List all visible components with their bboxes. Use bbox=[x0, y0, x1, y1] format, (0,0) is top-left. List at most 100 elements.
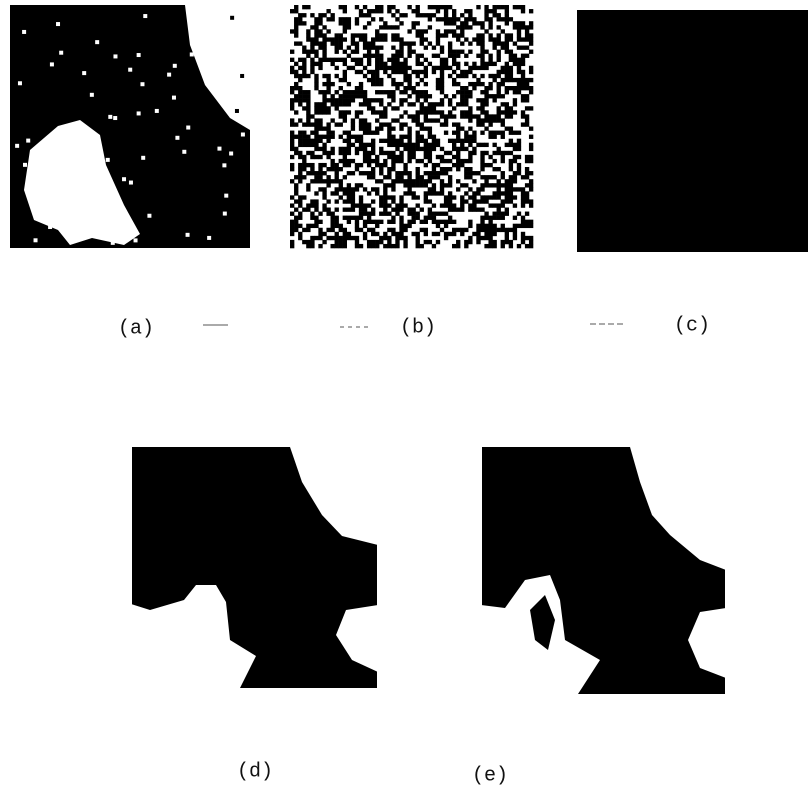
pixel bbox=[334, 191, 339, 196]
pixel bbox=[318, 211, 323, 216]
pixel bbox=[516, 21, 522, 26]
pixel bbox=[358, 94, 364, 99]
pixel bbox=[346, 81, 352, 87]
pixel bbox=[516, 167, 522, 172]
pixel bbox=[399, 138, 404, 143]
pixel bbox=[407, 207, 412, 212]
pixel bbox=[310, 114, 315, 119]
pixel bbox=[330, 150, 335, 156]
pixel bbox=[294, 29, 299, 34]
pixel bbox=[435, 33, 441, 38]
pixel bbox=[399, 150, 404, 156]
pixel bbox=[492, 167, 497, 172]
pixel bbox=[439, 49, 445, 54]
pixel bbox=[516, 146, 522, 152]
pixel bbox=[460, 114, 465, 119]
pixel bbox=[504, 102, 509, 107]
pixel bbox=[496, 37, 501, 42]
pixel bbox=[411, 207, 416, 212]
pixel bbox=[496, 81, 501, 87]
pixel bbox=[492, 243, 497, 249]
pixel bbox=[520, 57, 526, 62]
pixel bbox=[500, 199, 505, 204]
pixel bbox=[415, 5, 420, 10]
pixel bbox=[460, 138, 465, 143]
pixel bbox=[516, 65, 522, 71]
pixel bbox=[399, 41, 404, 46]
pixel bbox=[346, 138, 352, 143]
pixel bbox=[452, 69, 457, 75]
pixel bbox=[399, 154, 404, 160]
pixel bbox=[391, 118, 396, 123]
pixel bbox=[500, 203, 505, 208]
pixel bbox=[302, 239, 307, 245]
pixel bbox=[342, 102, 347, 107]
pixel bbox=[480, 167, 485, 172]
pixel bbox=[464, 110, 469, 115]
pixel bbox=[480, 53, 485, 58]
pixel bbox=[512, 98, 518, 103]
pixel bbox=[310, 41, 315, 46]
pixel bbox=[528, 49, 534, 54]
pixel bbox=[306, 73, 311, 79]
pixel bbox=[383, 90, 388, 95]
pixel bbox=[290, 162, 295, 168]
pixel bbox=[411, 86, 416, 91]
pixel bbox=[375, 69, 380, 75]
pixel bbox=[504, 13, 509, 18]
pixel bbox=[379, 150, 384, 156]
pixel bbox=[294, 150, 299, 156]
pixel bbox=[391, 53, 396, 58]
pixel bbox=[362, 187, 368, 192]
pixel bbox=[419, 122, 424, 127]
pixel bbox=[330, 94, 335, 99]
pixel bbox=[431, 215, 437, 220]
pixel bbox=[460, 183, 465, 188]
pixel bbox=[290, 29, 295, 34]
pixel bbox=[294, 223, 299, 229]
pixel bbox=[314, 207, 319, 212]
pixel bbox=[415, 171, 420, 176]
pixel bbox=[520, 239, 526, 245]
pixel bbox=[427, 187, 433, 192]
pixel bbox=[391, 187, 396, 192]
pixel bbox=[524, 175, 530, 180]
pixel bbox=[371, 106, 376, 111]
pixel bbox=[500, 183, 505, 188]
pixel bbox=[407, 154, 412, 160]
pixel bbox=[468, 154, 473, 160]
pixel bbox=[375, 162, 380, 168]
pixel bbox=[407, 138, 412, 143]
pixel bbox=[528, 90, 534, 95]
pixel bbox=[399, 90, 404, 95]
pixel bbox=[371, 110, 376, 115]
pixel bbox=[371, 146, 376, 152]
pixel bbox=[379, 203, 384, 208]
pixel bbox=[484, 49, 489, 54]
pixel bbox=[334, 223, 339, 229]
pixel bbox=[395, 61, 400, 67]
pixel bbox=[298, 86, 303, 91]
pixel bbox=[350, 195, 356, 200]
pixel bbox=[322, 142, 327, 148]
pixel bbox=[379, 126, 384, 131]
pixel bbox=[415, 243, 420, 249]
pixel bbox=[403, 146, 408, 152]
pixel bbox=[415, 211, 420, 216]
pixel bbox=[524, 25, 530, 30]
pixel bbox=[366, 53, 372, 58]
pixel bbox=[500, 102, 505, 107]
pixel bbox=[456, 243, 461, 249]
pixel bbox=[464, 171, 469, 176]
pixel bbox=[524, 29, 530, 34]
pixel bbox=[472, 86, 477, 91]
pixel bbox=[354, 134, 360, 139]
pixel bbox=[423, 118, 428, 123]
pixel bbox=[302, 130, 307, 135]
pixel bbox=[528, 41, 534, 46]
pixel bbox=[504, 45, 509, 50]
pixel bbox=[346, 150, 352, 156]
pixel bbox=[488, 195, 493, 200]
pixel bbox=[528, 154, 534, 160]
